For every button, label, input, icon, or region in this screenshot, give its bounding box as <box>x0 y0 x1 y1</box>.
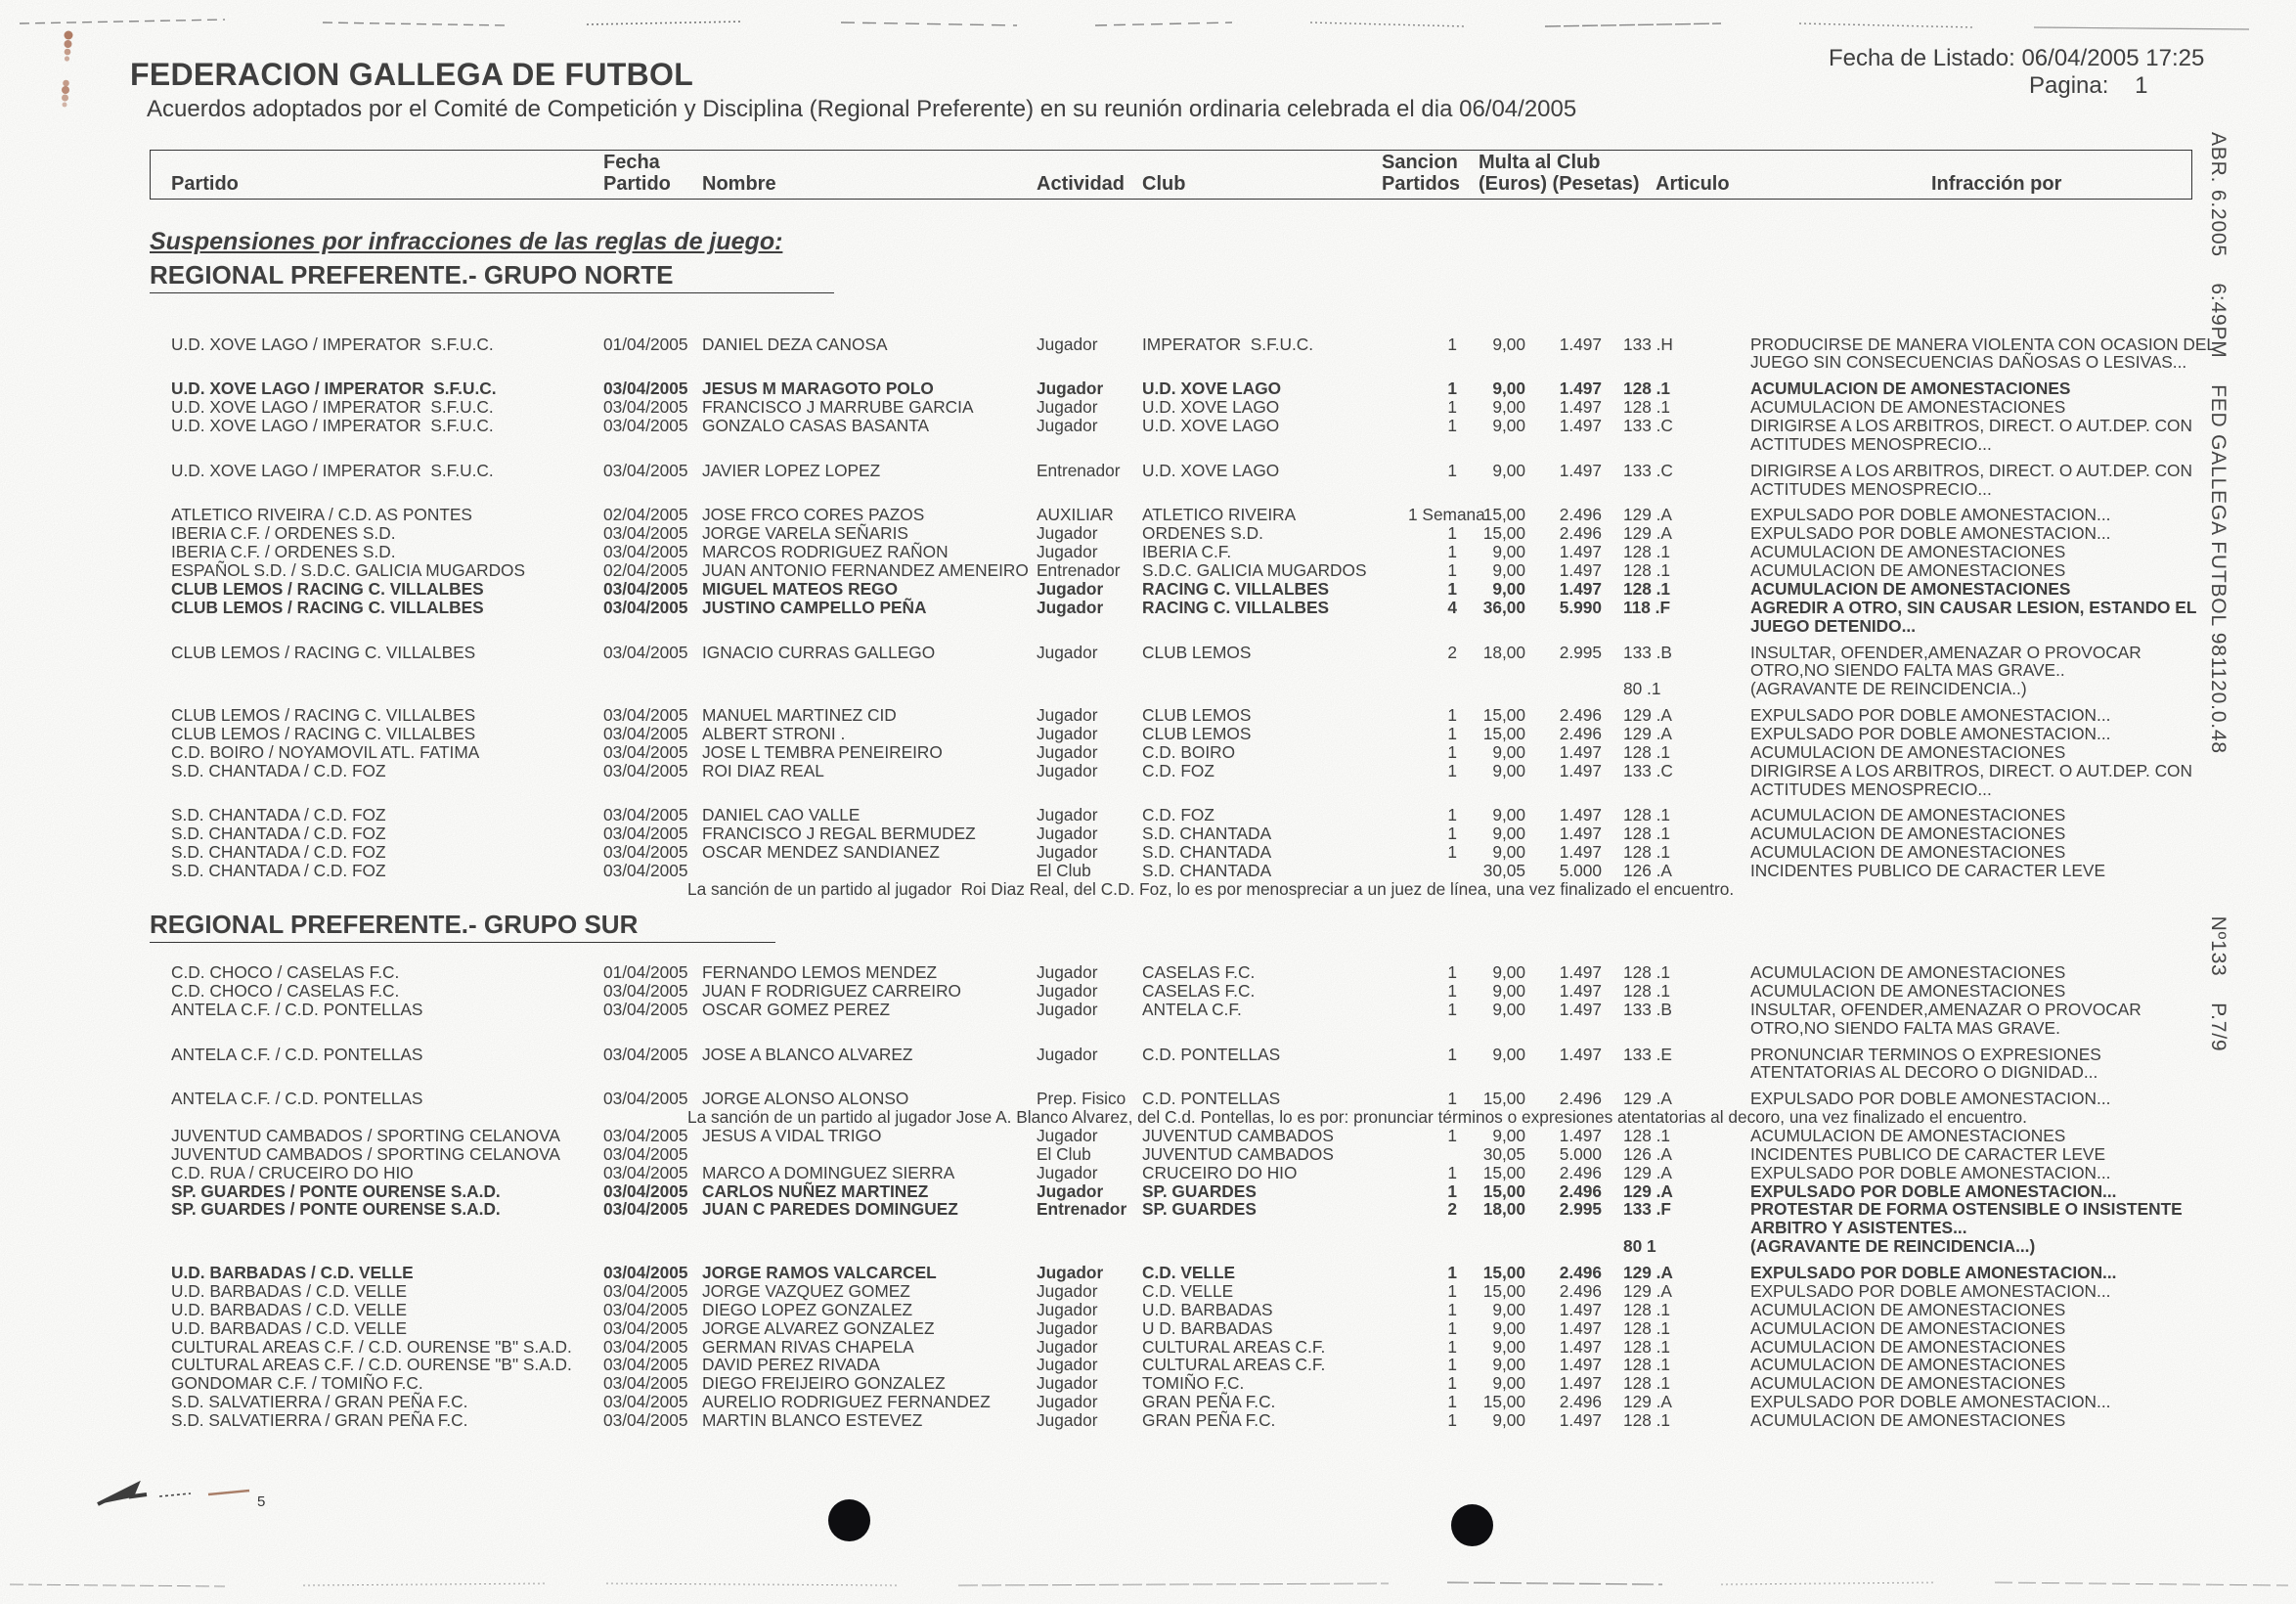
svg-text:5: 5 <box>257 1493 265 1510</box>
